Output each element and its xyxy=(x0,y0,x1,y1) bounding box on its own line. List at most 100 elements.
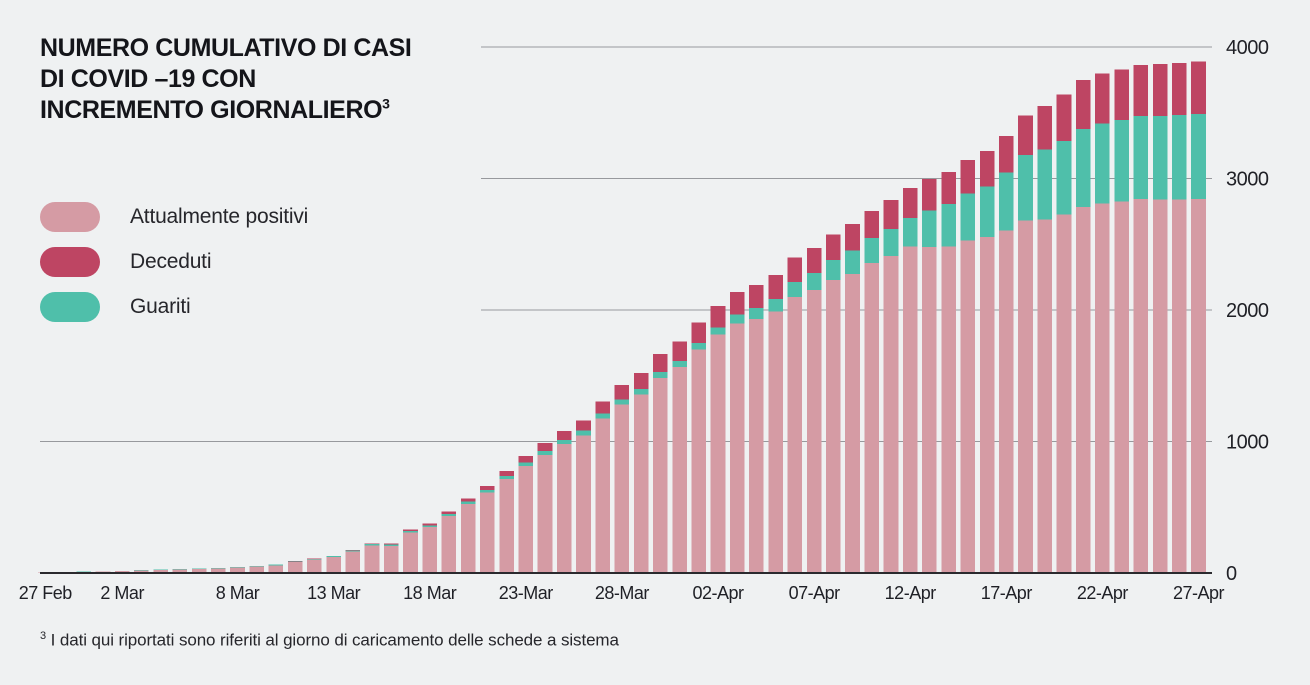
bar-segment-deceduti xyxy=(864,210,880,239)
bar-17-mar xyxy=(403,529,418,573)
bar-segment-attualmente-positivi xyxy=(787,296,803,573)
bar-segment-attualmente-positivi xyxy=(383,545,399,573)
bar-20-apr xyxy=(1056,94,1072,573)
legend-item-deceduti: Deceduti xyxy=(40,239,308,284)
bar-segment-deceduti xyxy=(633,373,649,389)
y-tick-label-0: 0 xyxy=(1226,563,1237,585)
bar-segment-deceduti xyxy=(922,178,937,211)
bar-31-mar xyxy=(672,341,687,573)
bar-segment-attualmente-positivi xyxy=(556,444,572,573)
bar-segment-attualmente-positivi xyxy=(749,318,764,573)
y-tick-label-1000: 1000 xyxy=(1226,432,1269,454)
x-tick-label-13-mar: 13 Mar xyxy=(307,583,361,603)
y-tick-label-3000: 3000 xyxy=(1226,169,1269,191)
bar-segment-guariti xyxy=(383,544,399,546)
bar-segment-guariti xyxy=(1133,116,1149,199)
bar-4-apr xyxy=(749,284,764,573)
bar-18-apr xyxy=(1018,115,1033,573)
bar-segment-guariti xyxy=(787,281,803,297)
bar-25-mar xyxy=(556,430,572,573)
bar-segment-guariti xyxy=(768,299,783,312)
x-tick-label-07-apr: 07-Apr xyxy=(789,583,841,603)
bar-segment-attualmente-positivi xyxy=(191,568,207,573)
x-tick-label-23-mar: 23-Mar xyxy=(499,583,554,603)
bar-14-mar xyxy=(345,549,361,573)
bar-segment-attualmente-positivi xyxy=(864,263,880,573)
bar-segment-deceduti xyxy=(883,199,899,229)
bar-segment-attualmente-positivi xyxy=(307,559,322,573)
bar-segment-deceduti xyxy=(1152,64,1168,117)
bar-segment-deceduti xyxy=(806,248,822,274)
bar-5-apr xyxy=(768,275,783,573)
bar-segment-guariti xyxy=(364,544,380,546)
bar-6-mar xyxy=(191,568,207,573)
bar-segment-deceduti xyxy=(1095,73,1110,124)
x-tick-label-27-feb: 27 Feb xyxy=(19,583,73,603)
bar-segment-attualmente-positivi xyxy=(614,404,630,573)
bar-segment-attualmente-positivi xyxy=(576,435,591,573)
bar-segment-deceduti xyxy=(1037,106,1053,150)
x-tick-label-02-apr: 02-Apr xyxy=(692,583,744,603)
bar-15-apr xyxy=(960,160,976,573)
bar-26-mar xyxy=(576,420,591,573)
bar-segment-deceduti xyxy=(595,401,610,414)
bar-7-mar xyxy=(210,567,226,573)
bar-segment-attualmente-positivi xyxy=(230,567,245,573)
bar-14-apr xyxy=(941,171,956,573)
bar-segment-deceduti xyxy=(345,549,361,551)
bar-segment-deceduti xyxy=(1114,69,1129,120)
footnote-marker: 3 xyxy=(40,630,47,642)
bar-segment-guariti xyxy=(749,308,764,319)
bar-segment-guariti xyxy=(1171,115,1187,200)
bar-segment-guariti xyxy=(595,413,610,419)
bar-22-mar xyxy=(499,470,514,573)
bar-segment-guariti xyxy=(922,210,937,247)
bar-segment-guariti xyxy=(249,565,265,567)
bar-segment-deceduti xyxy=(787,257,803,282)
bar-segment-deceduti xyxy=(614,384,630,400)
bar-segment-attualmente-positivi xyxy=(403,532,418,573)
bar-segment-guariti xyxy=(1056,141,1072,215)
y-tick-label-2000: 2000 xyxy=(1226,300,1269,322)
bar-segment-guariti xyxy=(864,238,880,264)
bar-17-apr xyxy=(999,135,1014,573)
bar-segment-deceduti xyxy=(729,292,745,315)
bar-segment-guariti xyxy=(307,558,322,560)
bar-11-apr xyxy=(883,199,899,573)
chart-legend: Attualmente positivi Deceduti Guariti xyxy=(40,194,308,329)
bar-segment-guariti xyxy=(941,204,956,247)
bar-13-mar xyxy=(326,555,341,573)
title-footnote-marker: 3 xyxy=(382,95,390,112)
bar-segment-guariti xyxy=(845,250,860,274)
x-tick-label-17-apr: 17-Apr xyxy=(981,583,1033,603)
bar-segment-deceduti xyxy=(1018,115,1033,155)
bar-segment-deceduti xyxy=(480,485,495,490)
legend-item-guariti: Guariti xyxy=(40,284,308,329)
bar-segment-guariti xyxy=(1037,149,1053,220)
bar-10-mar xyxy=(268,564,284,573)
bar-23-apr xyxy=(1114,69,1129,573)
bar-12-apr xyxy=(902,188,918,573)
x-tick-label-28-mar: 28-Mar xyxy=(595,583,650,603)
bar-segment-deceduti xyxy=(1133,64,1149,117)
bar-segment-attualmente-positivi xyxy=(672,367,687,573)
bar-28-mar xyxy=(614,384,630,573)
bar-segment-guariti xyxy=(653,372,668,378)
bar-15-mar xyxy=(364,543,380,573)
bar-segment-deceduti xyxy=(460,498,476,502)
bar-segment-deceduti xyxy=(383,543,399,545)
bar-segment-guariti xyxy=(1095,123,1110,204)
bar-segment-deceduti xyxy=(691,322,707,344)
bar-segment-guariti xyxy=(729,314,745,324)
bar-segment-attualmente-positivi xyxy=(460,503,476,573)
bar-segment-attualmente-positivi xyxy=(729,323,745,573)
bar-3-apr xyxy=(729,292,745,573)
bar-segment-attualmente-positivi xyxy=(960,240,976,573)
bar-segment-deceduti xyxy=(556,430,572,440)
legend-swatch-positivi-icon xyxy=(40,201,100,232)
x-tick-label-2-mar: 2 Mar xyxy=(100,583,144,603)
y-tick-label-4000: 4000 xyxy=(1226,37,1269,59)
bar-segment-guariti xyxy=(710,327,726,335)
bar-segment-guariti xyxy=(1018,154,1033,221)
bar-9-mar xyxy=(249,565,265,573)
